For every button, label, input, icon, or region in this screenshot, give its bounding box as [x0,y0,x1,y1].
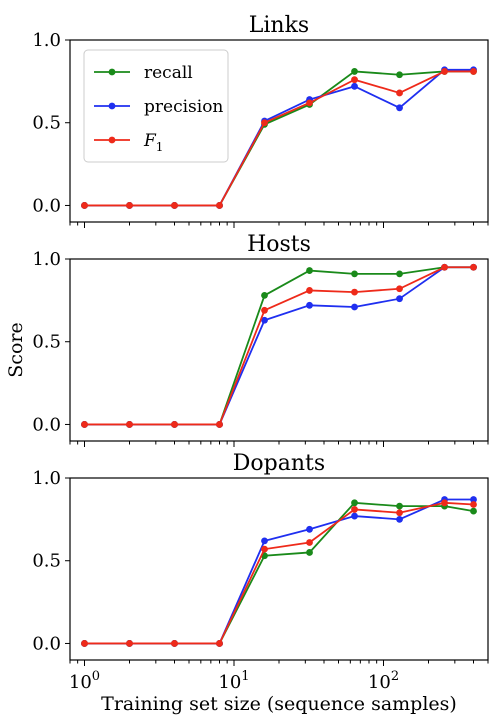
data-point-F_1 [351,506,358,513]
data-point-F_1 [126,202,133,209]
data-point-precision [396,295,403,303]
panel-1: Hosts 0.0 0.5 1.0 Score [5,232,489,447]
data-point-F_1 [441,68,448,75]
data-point-precision [470,496,477,503]
y-tick-label: 1.0 [32,249,61,270]
data-point-F_1 [396,89,403,97]
data-point-F_1 [470,501,477,508]
data-point-recall [351,270,358,278]
x-tick-label: 102 [368,669,399,693]
legend: recall precision F1 [83,49,229,163]
data-point-F_1 [351,288,358,296]
data-point-F_1 [261,306,268,314]
data-point-F_1 [441,499,448,507]
data-point-recall [351,68,358,75]
data-point-F_1 [441,263,448,271]
data-point-F_1 [216,640,223,647]
data-point-F_1 [306,99,313,107]
data-point-recall [306,267,313,274]
data-point-recall [396,71,403,79]
data-point-F_1 [470,68,477,75]
data-point-F_1 [306,539,313,546]
y-tick-label: 0.0 [32,633,61,654]
data-point-precision [306,525,313,533]
y-tick-label: 0.0 [32,414,61,435]
y-tick-label: 0.5 [32,113,61,134]
y-axis-label: Score [5,322,27,377]
panel-title: Links [249,13,309,38]
data-point-precision [351,82,358,90]
data-point-F_1 [396,285,403,293]
panel-title: Dopants [233,451,325,476]
y-tick-label: 1.0 [32,30,61,51]
data-point-F_1 [171,421,178,428]
data-point-recall [396,270,403,278]
x-axis-label: Training set size (sequence samples) [101,693,457,715]
data-point-F_1 [396,509,403,517]
y-tick-label: 0.5 [32,332,61,353]
legend-box [83,49,229,163]
series-line-F_1 [84,70,474,207]
series-line-precision [84,498,474,645]
data-point-F_1 [216,421,223,428]
data-point-precision [351,303,358,311]
data-point-F_1 [81,640,88,647]
data-point-F_1 [81,202,88,209]
data-point-F_1 [81,421,88,428]
data-point-F_1 [261,119,268,127]
series-line-F_1 [84,501,474,645]
data-point-F_1 [351,76,358,84]
series-line-recall [84,266,474,426]
data-point-precision [261,537,268,545]
legend-marker [108,68,116,76]
legend-label: recall [144,63,193,83]
x-tick-label: 101 [218,669,249,693]
axis-frame [69,258,489,442]
legend-marker [108,102,116,110]
y-tick-label: 0.5 [32,551,61,572]
data-point-F_1 [171,640,178,647]
data-point-precision [396,515,403,523]
legend-label: F1 [143,131,163,154]
data-point-precision [261,316,268,324]
y-tick-label: 0.0 [32,195,61,216]
data-point-F_1 [171,202,178,209]
series-line-F_1 [84,266,474,426]
data-point-precision [396,104,403,112]
data-point-F_1 [261,545,268,553]
panel-title: Hosts [247,232,311,257]
y-tick-label: 1.0 [32,468,61,489]
data-point-precision [306,301,313,309]
series-line-recall [84,501,474,645]
data-point-F_1 [306,287,313,294]
data-point-recall [396,502,403,510]
data-point-F_1 [126,421,133,428]
data-point-recall [351,499,358,507]
data-point-recall [470,507,477,515]
data-point-F_1 [126,640,133,647]
data-point-F_1 [470,263,477,271]
data-point-recall [306,549,313,556]
series-line-precision [84,266,474,426]
legend-marker [108,136,116,144]
panel-0: Links 0.0 0.5 1.0 recall precision F1 [32,13,489,228]
data-point-F_1 [216,202,223,209]
legend-label: precision [144,97,223,117]
data-point-recall [261,292,268,299]
x-tick-label: 100 [69,669,100,693]
data-point-precision [351,512,358,520]
